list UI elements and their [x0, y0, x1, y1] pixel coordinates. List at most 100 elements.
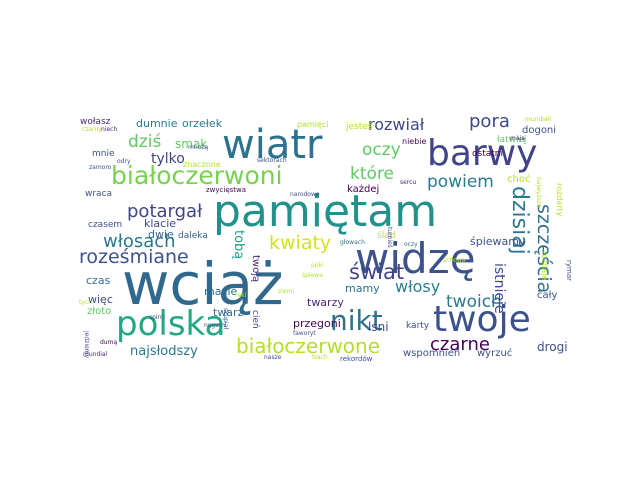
word: jesteś — [346, 122, 373, 132]
word: drogi — [537, 340, 568, 354]
word: tych — [79, 299, 93, 306]
word: niebie — [402, 137, 427, 146]
word: ziemi — [278, 288, 295, 295]
word: macie — [204, 285, 238, 298]
word: zamoro — [89, 164, 112, 171]
word: schowa — [443, 257, 466, 264]
word: dwie — [148, 228, 174, 241]
word: najsłodszy — [130, 344, 198, 359]
word: łzach — [312, 354, 328, 361]
word: pamiętam — [213, 186, 438, 237]
word: twoje — [433, 299, 531, 340]
word: czarny — [82, 126, 102, 133]
word: wiatr — [222, 122, 323, 168]
word: dumą — [100, 339, 118, 346]
word: mnie — [92, 149, 115, 159]
word: czasem — [88, 220, 123, 230]
word: mamy — [345, 282, 380, 295]
word: mają — [510, 135, 525, 142]
word: tylko — [151, 151, 185, 167]
word: wołasz — [80, 117, 111, 127]
word: rozdaje — [540, 251, 549, 281]
word: przegoni — [293, 317, 341, 330]
word: cień — [250, 310, 260, 329]
word: wyrzuć — [477, 348, 513, 359]
word: lśni — [368, 320, 389, 334]
word: polska — [116, 304, 226, 344]
word: mnożą — [188, 144, 209, 151]
word: mundial — [83, 351, 108, 358]
word: czarne — [430, 334, 490, 355]
word: kwiaty — [269, 232, 332, 254]
word: wciąż — [122, 250, 284, 318]
word: choć — [507, 174, 531, 185]
word: znaczone — [183, 160, 221, 169]
word: twoją — [250, 255, 261, 283]
word: nasze — [264, 354, 282, 361]
word: oczy — [362, 140, 401, 160]
word: skupiał — [222, 308, 229, 330]
word: włosach — [103, 231, 176, 252]
word: klacie — [144, 217, 177, 230]
word: twoich — [446, 292, 502, 312]
word: oczy — [404, 241, 418, 248]
word: smak — [175, 137, 208, 151]
word: wspomnień — [403, 348, 461, 359]
word: póki — [311, 262, 324, 269]
word: roześmiane — [79, 246, 189, 268]
word: zwycięstwa — [206, 186, 247, 194]
word: sektorach — [257, 157, 287, 164]
word: śpiewamy — [470, 235, 526, 248]
word: mundiali — [525, 116, 551, 123]
word: karty — [406, 321, 430, 331]
word: czas — [86, 274, 111, 287]
word: ręki — [235, 292, 247, 299]
word: potargał — [127, 201, 203, 222]
word: barwy — [427, 133, 538, 174]
word: białoczerwoni — [111, 161, 283, 190]
word: rymar — [565, 260, 573, 282]
word: dogoni — [522, 125, 557, 136]
word: twarzy — [307, 296, 344, 309]
word: twarz — [213, 306, 244, 319]
word: łatwiej — [497, 135, 527, 145]
word: głowach — [340, 239, 365, 246]
word: pamięci — [297, 120, 329, 129]
word: śpiewa — [302, 272, 323, 279]
word: pora — [469, 111, 510, 132]
word: dziś — [128, 132, 162, 152]
word: szczęścia — [533, 204, 555, 294]
word: najwyższa — [535, 177, 542, 208]
word: włosy — [395, 277, 441, 296]
word: rekordów — [340, 355, 373, 363]
word: spirci — [149, 314, 165, 321]
word: rozwiał — [368, 115, 425, 134]
word: odry — [117, 158, 131, 165]
word: cały — [537, 290, 558, 301]
word: dzisiaj — [507, 186, 532, 255]
word: sercu — [400, 179, 417, 186]
word: ostatni — [472, 149, 503, 159]
word: wraca — [85, 189, 113, 199]
word: tobą — [231, 230, 246, 260]
word: każdej — [347, 184, 380, 195]
word: dumnie — [136, 117, 178, 130]
word: orzełek — [182, 117, 223, 130]
word: złoto — [87, 306, 112, 317]
word: turnieś — [386, 227, 393, 248]
word: faworyt — [293, 330, 316, 337]
word: białoczerwone — [236, 334, 381, 358]
word: świat — [349, 260, 405, 284]
word: daleka — [178, 231, 208, 241]
word: więc — [88, 293, 113, 306]
word: powiem — [427, 172, 494, 192]
word: niech — [101, 126, 118, 133]
word: widzę — [355, 234, 476, 283]
word: istnieje — [491, 263, 507, 314]
word: ślad — [377, 231, 396, 241]
word: które — [350, 164, 394, 184]
word: nogami — [204, 322, 227, 329]
word: nikt — [330, 304, 383, 337]
word: jedziemy — [83, 331, 90, 359]
